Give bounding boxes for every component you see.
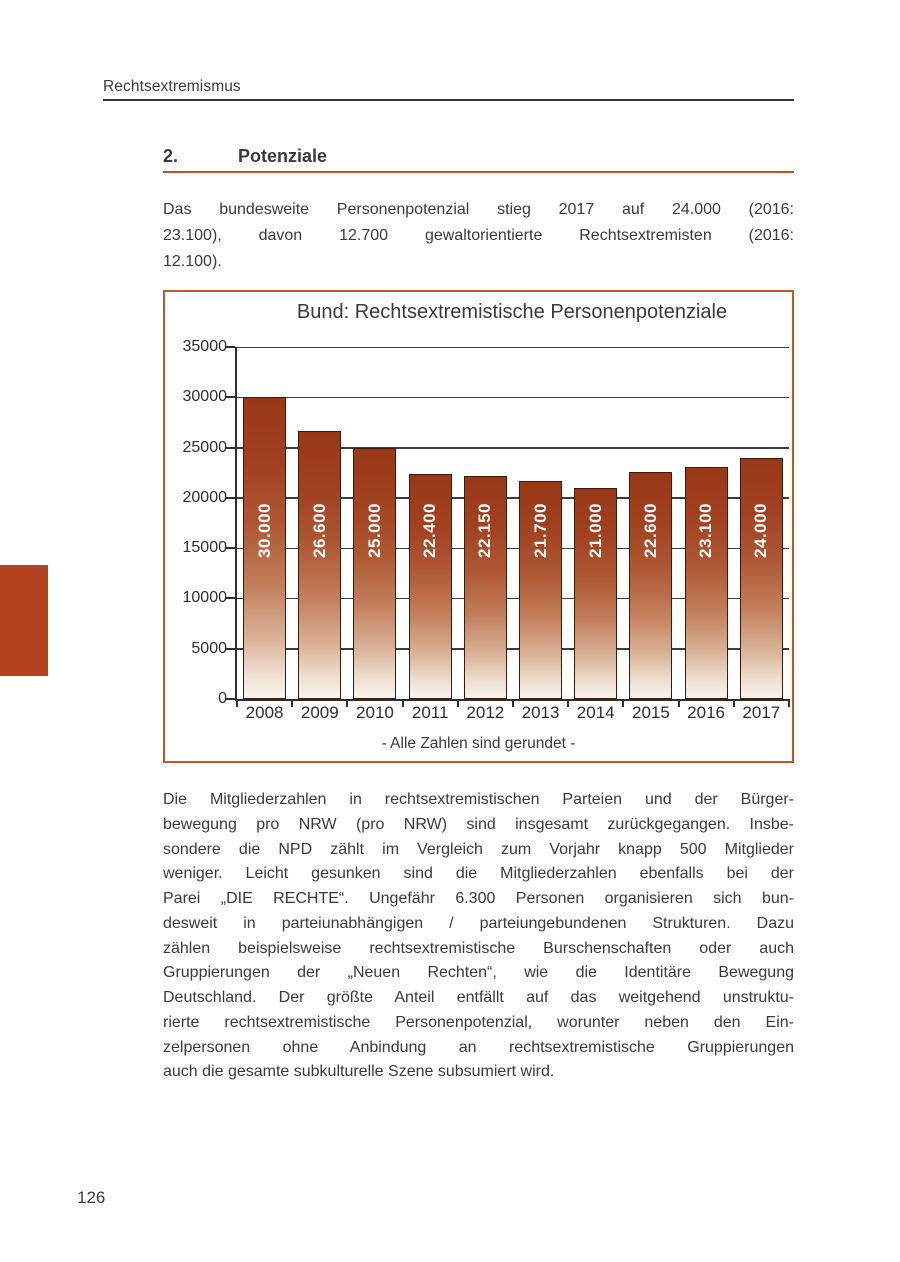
text-line: rierte rechtsextremistische Personenpote… bbox=[163, 1013, 794, 1031]
y-axis-tick bbox=[226, 597, 235, 600]
gridline bbox=[237, 597, 789, 600]
bar-value-label: 22.400 bbox=[420, 503, 440, 558]
text-line: 12.100). bbox=[163, 253, 222, 270]
chart-inner: Bund: Rechtsextremistische Personenpoten… bbox=[165, 292, 792, 761]
text-line: Die Mitgliederzahlen in rechtsextremisti… bbox=[163, 791, 794, 808]
y-axis-label: 0 bbox=[218, 690, 227, 707]
text-line: zählen beispielsweise rechtsextremistisc… bbox=[163, 939, 794, 957]
running-header-text: Rechtsextremismus bbox=[103, 78, 241, 95]
y-axis-label: 25000 bbox=[182, 438, 228, 456]
bar-2015: 22.600 bbox=[629, 471, 673, 699]
y-axis-tick bbox=[226, 647, 235, 650]
x-axis-label: 2009 bbox=[300, 703, 339, 722]
section-title: Potenziale bbox=[238, 146, 328, 166]
bar-value-label: 25.000 bbox=[364, 503, 384, 558]
x-axis-tick bbox=[622, 699, 625, 707]
running-header: Rechtsextremismus bbox=[103, 78, 241, 96]
y-axis-label: 5000 bbox=[191, 639, 227, 657]
y-axis-tick bbox=[226, 396, 235, 399]
page-number: 126 bbox=[77, 1188, 106, 1207]
y-axis-tick bbox=[226, 547, 235, 550]
x-axis-label: 2013 bbox=[521, 703, 560, 722]
text-line: 23.100), davon 12.700 gewaltorientierte … bbox=[163, 227, 794, 244]
bar-value-label: 30.000 bbox=[254, 503, 274, 558]
bar-2017: 24.000 bbox=[739, 457, 783, 699]
section-number: 2. bbox=[163, 146, 179, 166]
margin-accent-block bbox=[0, 565, 48, 676]
y-axis-label: 15000 bbox=[182, 539, 228, 557]
text-line: Gruppierungen der „Neuen Rechten“, wie d… bbox=[163, 964, 794, 982]
x-axis-label: 2011 bbox=[411, 703, 449, 722]
bar-value-label: 26.600 bbox=[309, 503, 329, 558]
text-line: Deutschland. Der größte Anteil entfällt … bbox=[163, 989, 794, 1006]
chart-caption: - Alle Zahlen sind gerundet - bbox=[381, 735, 576, 752]
x-axis-tick bbox=[788, 699, 790, 707]
chart-plot-area: 30.000 26.600 25.000 22.400 22.150 21.700 21.0… bbox=[226, 346, 790, 707]
body-paragraph: Die Mitgliederzahlen in rechtsextremisti… bbox=[163, 788, 794, 1085]
chart-panel: Bund: Rechtsextremistische Personenpoten… bbox=[163, 290, 794, 763]
bar-2016: 23.100 bbox=[684, 466, 728, 699]
bar-2012: 22.150 bbox=[463, 476, 507, 699]
x-axis-tick bbox=[401, 699, 404, 707]
x-axis-label: 2017 bbox=[742, 703, 781, 722]
bar-2011: 22.400 bbox=[408, 473, 452, 699]
gridline bbox=[237, 396, 789, 399]
y-axis-label: 35000 bbox=[182, 338, 228, 355]
gridline bbox=[237, 346, 789, 348]
x-axis-tick bbox=[291, 699, 294, 707]
y-axis-tick bbox=[226, 698, 235, 700]
text-line: bewegung pro NRW (pro NRW) sind insgesam… bbox=[163, 815, 794, 833]
section-heading-rule bbox=[163, 171, 794, 173]
bar-value-label: 22.600 bbox=[640, 503, 660, 558]
bar-value-label: 24.000 bbox=[751, 503, 771, 558]
x-axis-tick bbox=[346, 699, 349, 707]
x-axis-tick bbox=[567, 699, 570, 707]
bar-value-label: 21.000 bbox=[585, 503, 605, 558]
x-axis-labels: 2008 2009 2010 2011 2012 2013 2014 2015 2016 2017 bbox=[237, 703, 789, 723]
header-rule bbox=[103, 99, 794, 101]
x-axis-tick bbox=[732, 699, 735, 707]
text-line: sondere die NPD zählt im Vergleich zum V… bbox=[163, 840, 794, 858]
intro-paragraph: Das bundesweite Personenpotenzial stieg … bbox=[163, 197, 794, 275]
chart-title: Bund: Rechtsextremistische Personenpoten… bbox=[296, 301, 728, 323]
x-axis-label: 2014 bbox=[576, 703, 615, 722]
x-axis-tick bbox=[456, 699, 459, 707]
bar-2009: 26.600 bbox=[298, 431, 342, 699]
y-axis-label: 30000 bbox=[182, 388, 228, 406]
x-axis-label: 2010 bbox=[356, 703, 394, 722]
bar-2008: 30.000 bbox=[243, 397, 286, 699]
x-axis-label: 2016 bbox=[687, 703, 725, 722]
bar-2014: 21.000 bbox=[574, 487, 618, 699]
text-line: zelpersonen ohne Anbindung an rechtsextr… bbox=[163, 1038, 794, 1056]
x-axis-tick bbox=[236, 699, 238, 707]
text-line: Parei „DIE RECHTE“. Ungefähr 6.300 Perso… bbox=[163, 890, 794, 907]
text-line: desweit in parteiunabhängigen / parteiun… bbox=[163, 914, 794, 932]
gridline bbox=[237, 447, 789, 449]
gridline bbox=[237, 547, 789, 550]
x-axis-tick bbox=[677, 699, 680, 707]
x-axis-label: 2015 bbox=[631, 703, 670, 722]
section-heading: 2. Potenziale bbox=[163, 146, 327, 167]
x-axis-label: 2008 bbox=[245, 703, 284, 722]
bar-value-label: 23.100 bbox=[696, 503, 716, 558]
gridline bbox=[237, 497, 789, 499]
gridline bbox=[237, 648, 789, 650]
bar-2013: 21.700 bbox=[519, 480, 562, 699]
bar-value-label: 21.700 bbox=[530, 503, 550, 558]
bar-value-label: 22.150 bbox=[475, 503, 495, 558]
x-axis-tick bbox=[512, 699, 514, 707]
text-line: Das bundesweite Personenpotenzial stieg … bbox=[163, 201, 794, 218]
y-axis-label: 10000 bbox=[182, 589, 228, 607]
text-line: weniger. Leicht gesunken sind die Mitgli… bbox=[163, 865, 794, 883]
bar-2010: 25.000 bbox=[353, 447, 397, 699]
y-axis-tick bbox=[226, 446, 235, 449]
x-axis-label: 2012 bbox=[466, 703, 505, 722]
y-axis-label: 20000 bbox=[182, 488, 228, 506]
text-line: auch die gesamte subkulturelle Szene sub… bbox=[163, 1063, 555, 1081]
y-axis-tick bbox=[226, 496, 235, 499]
y-axis-tick bbox=[226, 346, 235, 348]
